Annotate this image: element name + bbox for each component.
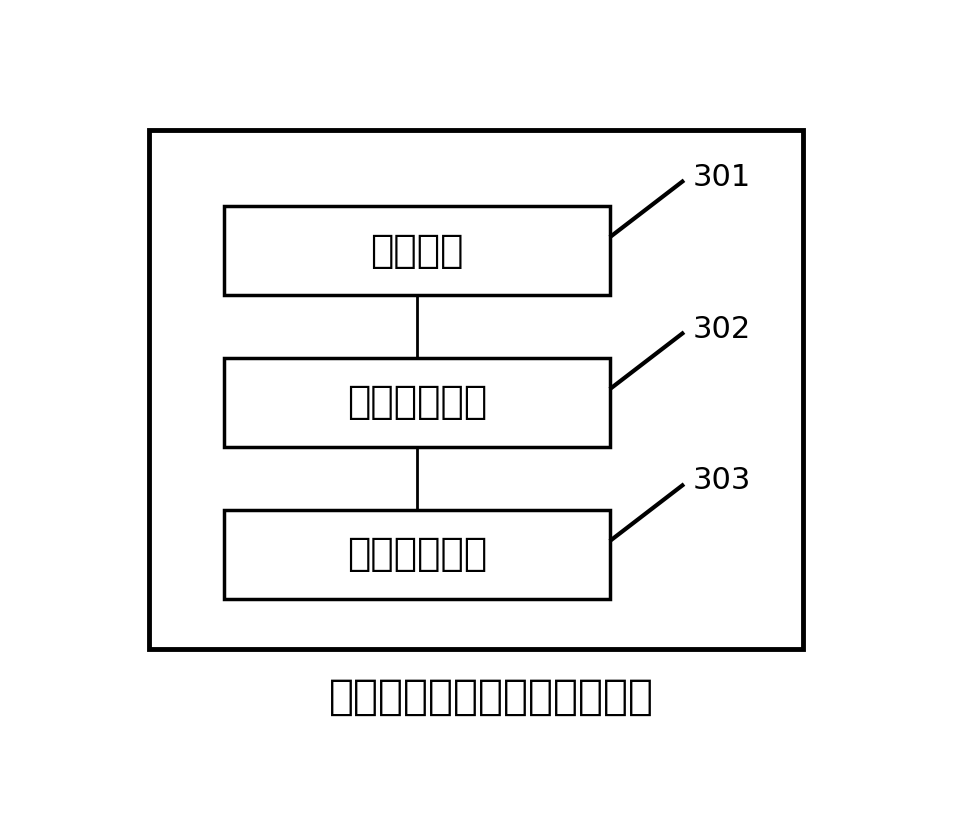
- Bar: [223, 358, 609, 446]
- Text: 301: 301: [693, 163, 751, 192]
- Text: 第一确定模块: 第一确定模块: [347, 383, 487, 422]
- Text: 第二确定模块: 第二确定模块: [347, 535, 487, 574]
- Text: 302: 302: [693, 315, 751, 344]
- Text: 303: 303: [693, 466, 751, 496]
- Bar: [149, 130, 803, 649]
- Text: 多轴性的疲劳载荷谱确定装置: 多轴性的疲劳载荷谱确定装置: [329, 676, 653, 718]
- Bar: [223, 206, 609, 295]
- Text: 获取模块: 获取模块: [370, 232, 464, 270]
- Bar: [223, 510, 609, 598]
